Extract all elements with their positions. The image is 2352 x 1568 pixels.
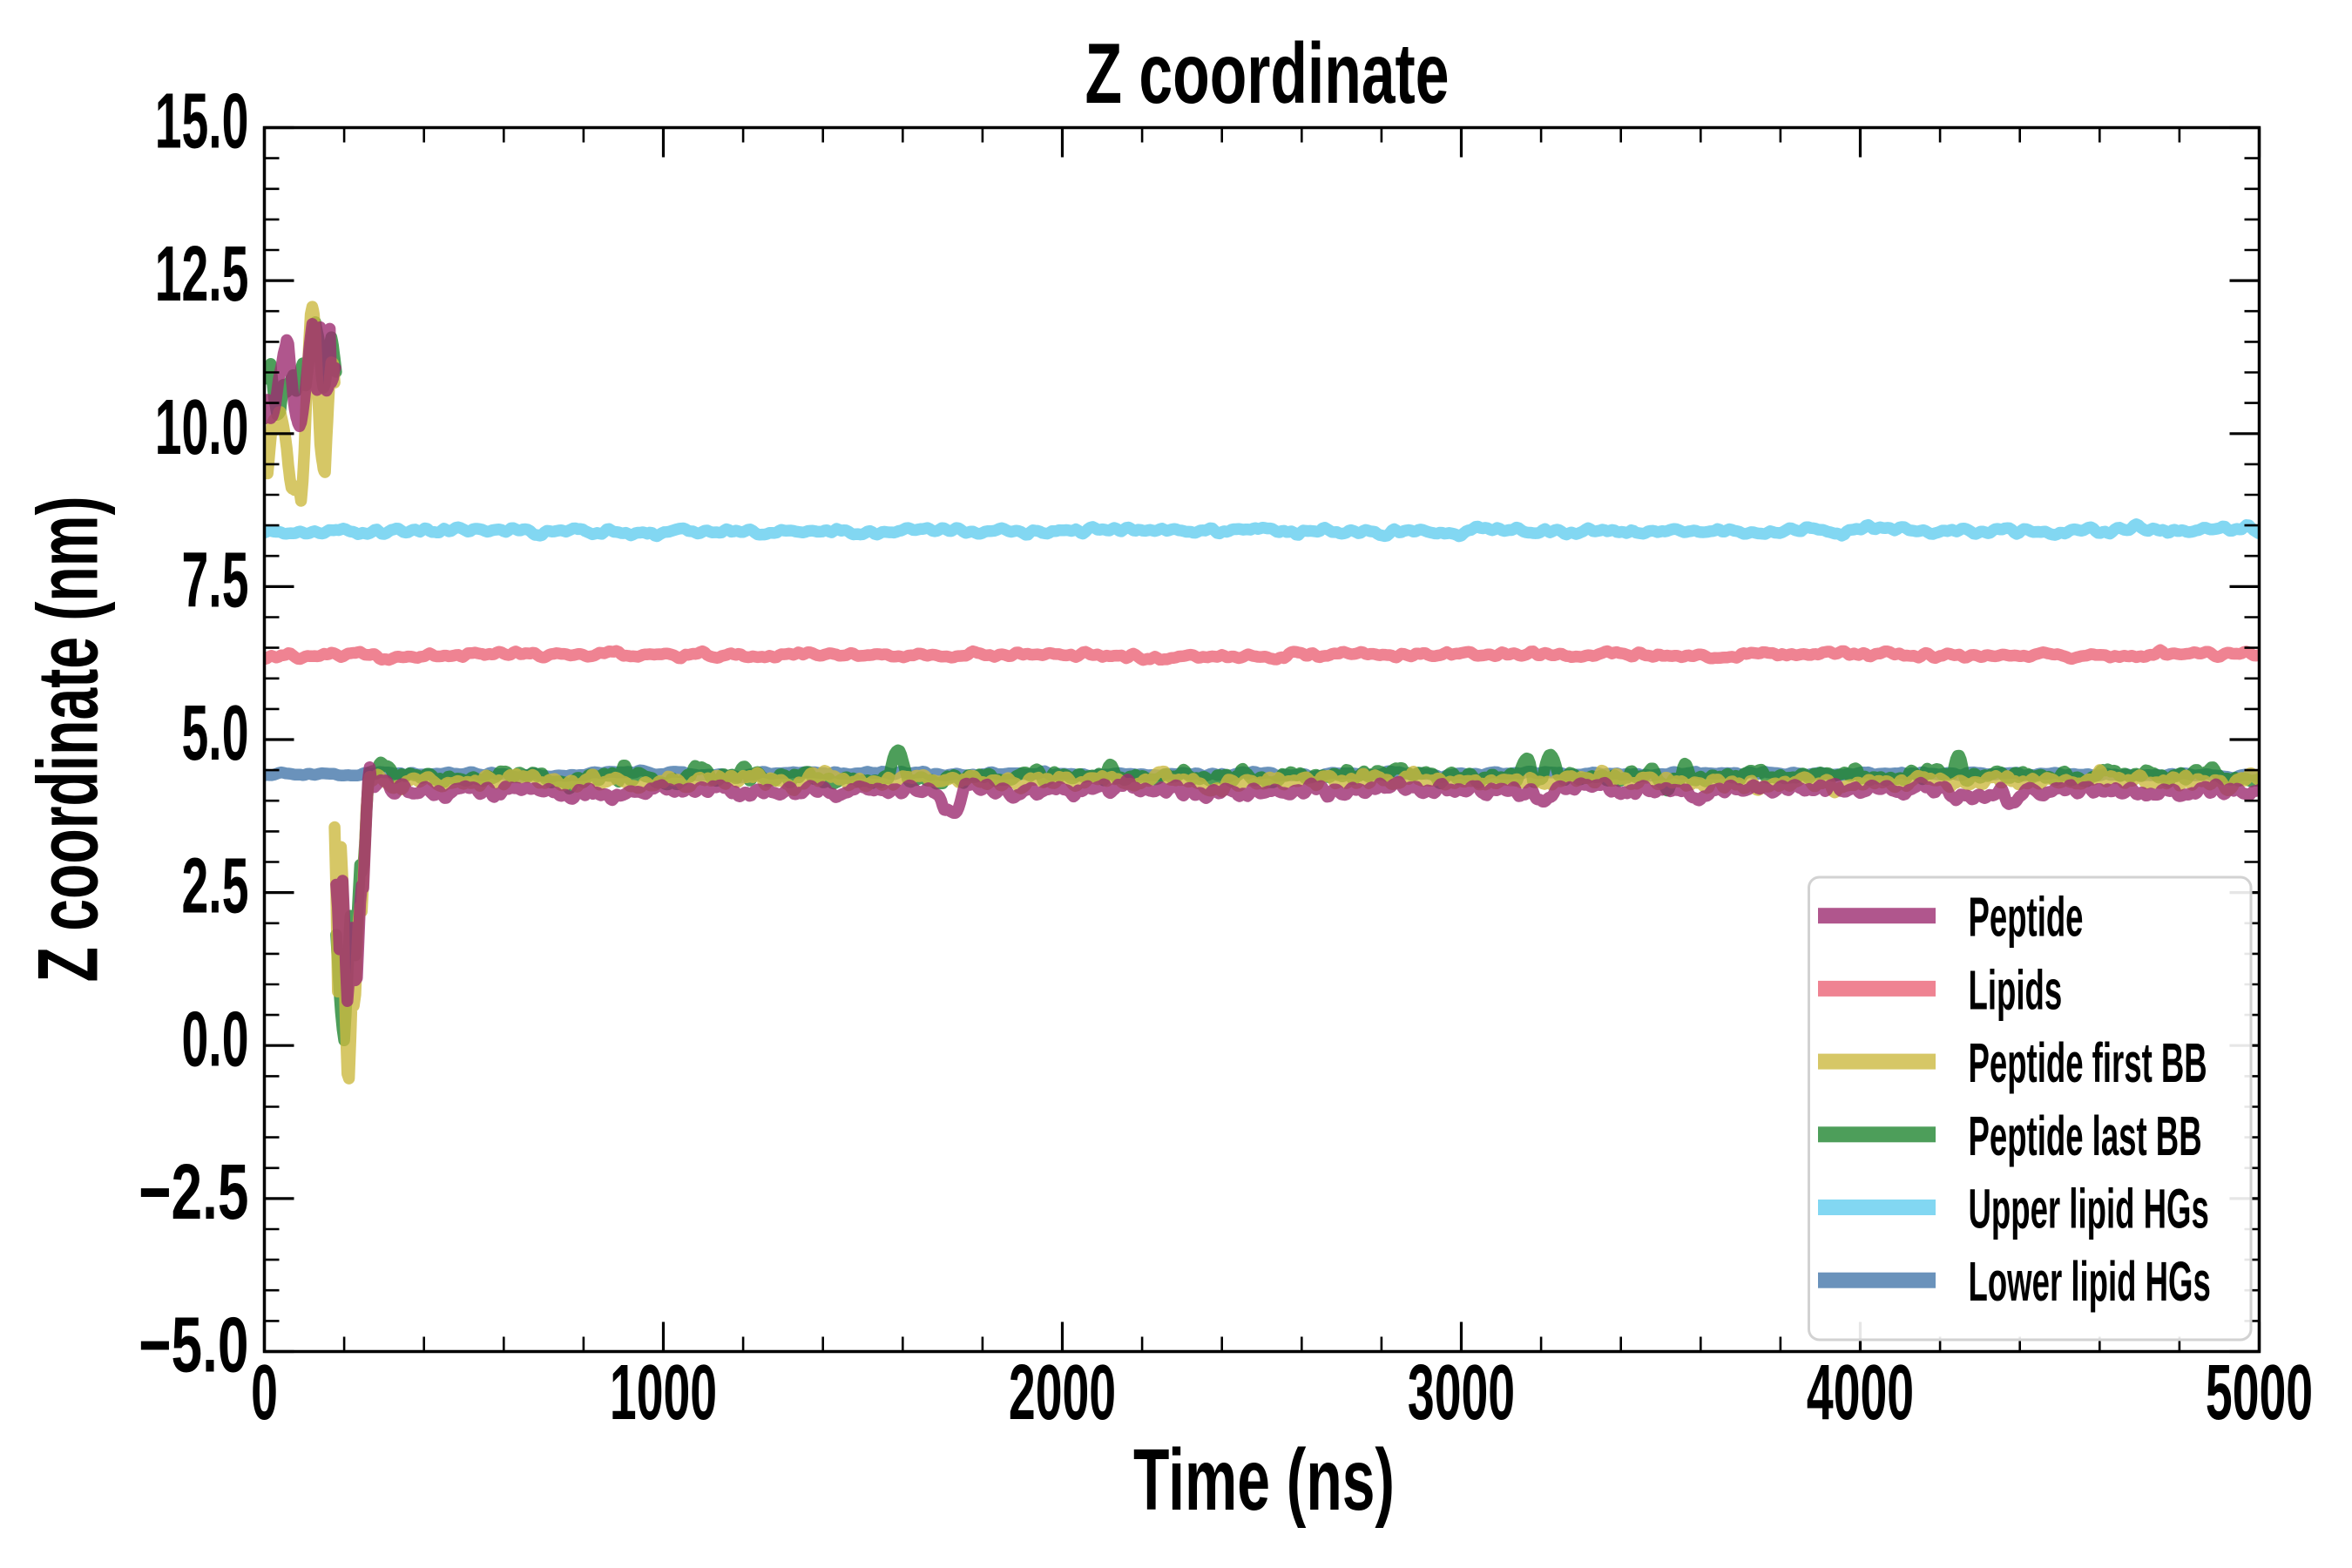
svg-text:7.5: 7.5 [182, 537, 249, 625]
svg-text:4000: 4000 [1807, 1349, 1914, 1436]
svg-text:2.5: 2.5 [182, 843, 249, 930]
svg-text:12.5: 12.5 [155, 231, 249, 318]
svg-text:5000: 5000 [2206, 1349, 2313, 1436]
svg-text:5.0: 5.0 [182, 690, 249, 777]
svg-text:Lipids: Lipids [1969, 958, 2063, 1021]
svg-text:Lower lipid HGs: Lower lipid HGs [1969, 1250, 2211, 1313]
svg-text:Z coordinate: Z coordinate [1085, 25, 1450, 121]
svg-text:0: 0 [251, 1349, 278, 1436]
svg-text:−5.0: −5.0 [139, 1302, 248, 1389]
svg-text:−2.5: −2.5 [139, 1149, 248, 1236]
svg-text:3000: 3000 [1408, 1349, 1515, 1436]
svg-text:Upper lipid HGs: Upper lipid HGs [1969, 1178, 2209, 1240]
svg-text:Peptide first BB: Peptide first BB [1969, 1031, 2207, 1094]
svg-text:Z coordinate (nm): Z coordinate (nm) [19, 497, 115, 983]
svg-text:2000: 2000 [1009, 1349, 1116, 1436]
svg-text:Time (ns): Time (ns) [1133, 1431, 1395, 1529]
svg-text:Peptide: Peptide [1969, 886, 2084, 949]
svg-text:15.0: 15.0 [155, 78, 249, 166]
svg-text:0.0: 0.0 [182, 996, 249, 1083]
svg-text:10.0: 10.0 [155, 384, 249, 471]
svg-text:Peptide last BB: Peptide last BB [1969, 1105, 2202, 1167]
svg-text:1000: 1000 [610, 1349, 717, 1436]
